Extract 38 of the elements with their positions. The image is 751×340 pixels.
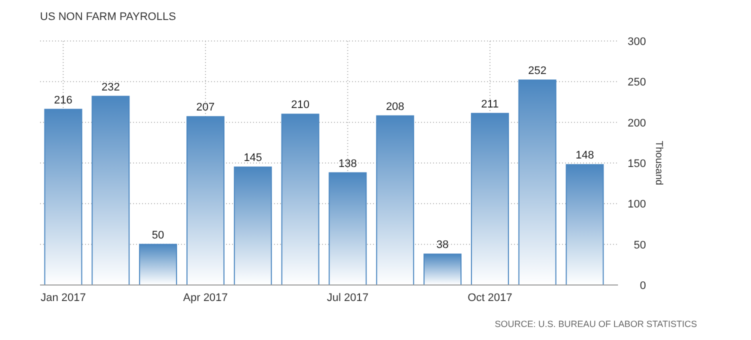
bar: [44, 108, 82, 286]
y-tick-label: 250: [628, 76, 646, 89]
x-tick-label: Jan 2017: [40, 292, 86, 304]
y-tick-label: 100: [628, 198, 646, 211]
y-axis-title: Thousand: [653, 140, 664, 186]
y-tick-label: 200: [628, 117, 646, 130]
data-label: 207: [196, 102, 215, 114]
bar: [186, 116, 224, 286]
source-note: SOURCE: U.S. BUREAU OF LABOR STATISTICS: [494, 319, 697, 329]
data-label: 138: [338, 158, 357, 170]
data-label: 252: [528, 65, 547, 78]
data-label: 145: [244, 152, 262, 164]
bar: [470, 112, 509, 286]
data-label: 210: [291, 99, 310, 112]
y-tick-label: 0: [640, 280, 646, 292]
chart-title: US NON FARM PAYROLLS: [40, 11, 176, 23]
data-label: 216: [54, 94, 72, 106]
data-label: 208: [386, 100, 404, 113]
y-tick-label: 300: [628, 36, 646, 48]
x-tick-label: Oct 2017: [468, 292, 512, 304]
bar: [518, 80, 556, 286]
bar: [376, 115, 414, 286]
x-tick-label: Jul 2017: [326, 292, 369, 304]
data-label: 38: [436, 239, 449, 252]
data-label: 232: [101, 81, 120, 94]
bar: [328, 172, 367, 286]
y-tick-label: 50: [634, 239, 646, 252]
bar: [92, 96, 130, 286]
data-label: 148: [576, 150, 594, 162]
bar: [281, 114, 320, 286]
data-label: 211: [481, 98, 499, 110]
bar: [139, 244, 178, 286]
bar: [424, 254, 462, 286]
bar: [234, 166, 272, 286]
data-label: 50: [152, 229, 164, 242]
bar: [566, 164, 604, 286]
y-tick-label: 150: [628, 158, 646, 170]
x-tick-label: Apr 2017: [183, 292, 228, 304]
